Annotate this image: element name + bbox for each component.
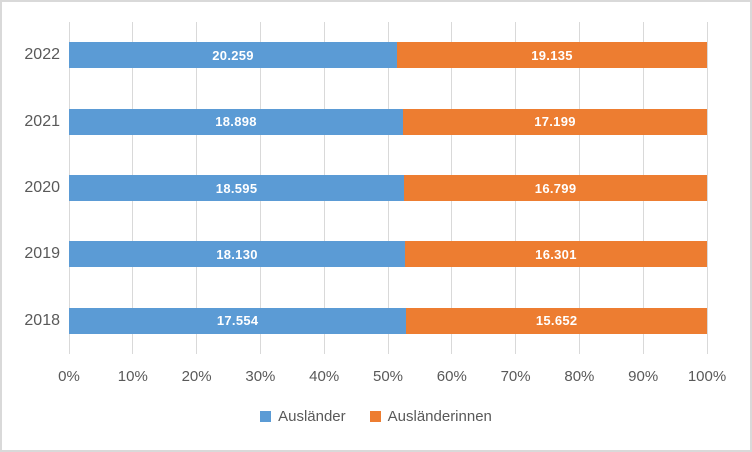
x-axis-tick-label: 40% — [309, 368, 340, 385]
y-axis-category-label: 2021 — [24, 112, 60, 130]
bar-row-2020: 18.595 16.799 — [69, 175, 707, 201]
bar-value-label: 16.799 — [534, 180, 577, 196]
bar-segment-auslaender-2019: 18.130 — [69, 241, 405, 268]
bar-value-label: 18.595 — [215, 180, 258, 196]
bar-value-label: 17.199 — [534, 114, 576, 130]
bar-segment-auslaender-2022: 20.259 — [69, 42, 398, 69]
bar-value-label: 15.652 — [535, 313, 578, 329]
bar-row-2019: 18.130 16.301 — [69, 241, 707, 268]
bar-row-2022: 20.259 19.135 — [69, 42, 707, 69]
legend-swatch-icon — [260, 411, 272, 422]
x-axis-tick-label: 90% — [628, 368, 659, 385]
bar-segment-auslaender-2020: 18.595 — [69, 175, 405, 201]
gridline-100% — [706, 22, 708, 354]
bar-segment-auslaender-2021: 18.898 — [69, 108, 403, 135]
bar-value-label: 19.135 — [531, 47, 573, 63]
bar-segment-auslaenderinnen-2021: 17.199 — [403, 108, 707, 135]
y-axis-category-label: 2022 — [24, 46, 60, 64]
bar-value-label: 18.130 — [216, 246, 258, 262]
plot-area: 20.259 19.135 18.898 17.199 18.595 16.799 18.1… — [68, 22, 708, 354]
legend-item-auslaenderinnen: Ausländerinnen — [369, 408, 492, 425]
x-axis-tick-label: 50% — [372, 368, 404, 385]
bar-value-label: 16.301 — [535, 246, 577, 262]
y-axis-category-label: 2019 — [24, 245, 60, 263]
x-axis-tick-label: 70% — [500, 368, 531, 385]
bar-value-label: 18.898 — [215, 114, 257, 130]
y-axis-category-label: 2020 — [24, 179, 60, 196]
bar-segment-auslaenderinnen-2019: 16.301 — [404, 241, 707, 268]
x-axis-tick-label: 20% — [181, 368, 212, 385]
bar-segment-auslaenderinnen-2020: 16.799 — [404, 175, 707, 201]
x-axis-tick-label: 30% — [245, 368, 276, 385]
x-axis-tick-label: 0% — [58, 368, 80, 385]
legend: Ausländer Ausländerinnen — [2, 408, 750, 425]
y-axis-category-label: 2018 — [24, 311, 60, 329]
x-axis-tick-label: 60% — [436, 368, 467, 385]
legend-label: Ausländer — [278, 408, 346, 425]
bar-value-label: 20.259 — [212, 47, 254, 63]
bar-row-2021: 18.898 17.199 — [69, 108, 707, 135]
x-axis-tick-label: 80% — [564, 368, 595, 385]
bar-segment-auslaenderinnen-2018: 15.652 — [406, 307, 707, 334]
x-axis-tick-label: 100% — [687, 368, 727, 385]
legend-item-auslaender: Ausländer — [260, 408, 346, 425]
bar-segment-auslaender-2018: 17.554 — [69, 307, 407, 334]
bar-segment-auslaenderinnen-2022: 19.135 — [397, 42, 707, 69]
bar-row-2018: 17.554 15.652 — [69, 307, 707, 334]
legend-label: Ausländerinnen — [387, 408, 492, 425]
legend-swatch-icon — [369, 411, 381, 422]
bar-value-label: 17.554 — [216, 313, 259, 329]
x-axis-tick-label: 10% — [117, 368, 148, 385]
